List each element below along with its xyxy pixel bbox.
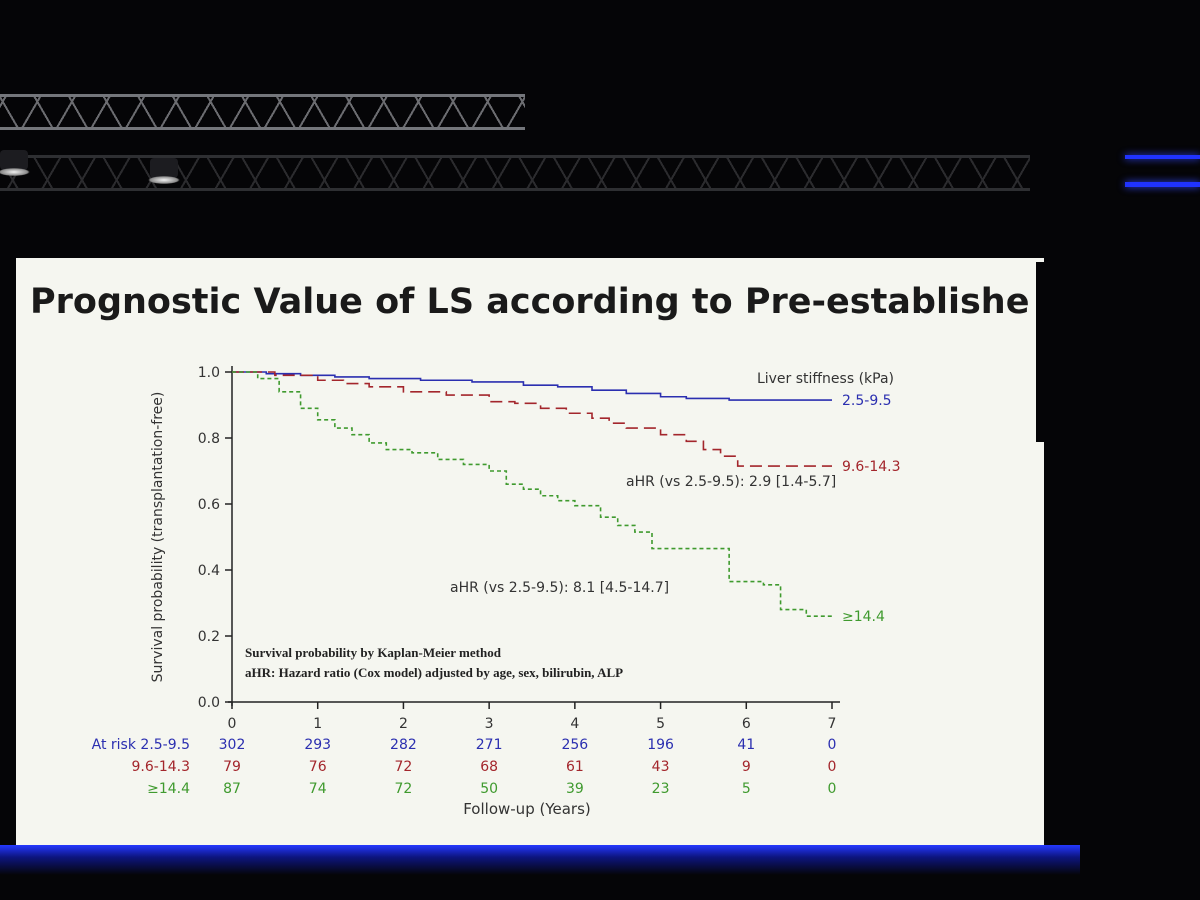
y-tick-label: 0.6 bbox=[198, 497, 220, 513]
stage-light-center bbox=[148, 158, 180, 184]
legend-title: Liver stiffness (kPa) bbox=[757, 371, 894, 387]
at-risk-count: 0 bbox=[828, 781, 837, 797]
x-tick-label: 4 bbox=[570, 716, 579, 732]
screen-edge-shadow bbox=[1036, 262, 1066, 442]
at-risk-count: 87 bbox=[223, 781, 241, 797]
at-risk-count: 5 bbox=[742, 781, 751, 797]
blue-light-right bbox=[1125, 182, 1200, 187]
x-tick-label: 5 bbox=[656, 716, 665, 732]
x-tick-label: 0 bbox=[228, 716, 237, 732]
series-line-3 bbox=[232, 371, 832, 617]
at-risk-row-label: At risk 2.5-9.5 bbox=[92, 737, 190, 753]
x-tick-label: 7 bbox=[828, 716, 837, 732]
x-tick-label: 3 bbox=[485, 716, 494, 732]
at-risk-count: 39 bbox=[566, 781, 584, 797]
slide-title: Prognostic Value of LS according to Pre-… bbox=[30, 282, 1030, 322]
series-line-2 bbox=[232, 371, 832, 467]
footnote-km: Survival probability by Kaplan-Meier met… bbox=[245, 645, 502, 660]
y-axis-label: Survival probability (transplantation-fr… bbox=[150, 392, 166, 683]
at-risk-count: 0 bbox=[828, 737, 837, 753]
at-risk-count: 302 bbox=[219, 737, 246, 753]
at-risk-count: 72 bbox=[395, 781, 413, 797]
at-risk-count: 23 bbox=[652, 781, 670, 797]
at-risk-count: 271 bbox=[476, 737, 503, 753]
y-tick-label: 0.2 bbox=[198, 629, 220, 645]
blue-floor-light bbox=[0, 845, 1080, 875]
stage-light-left bbox=[0, 150, 30, 176]
x-tick-label: 2 bbox=[399, 716, 408, 732]
y-tick-label: 1.0 bbox=[198, 365, 220, 381]
series-end-label: 9.6-14.3 bbox=[842, 459, 901, 475]
at-risk-count: 43 bbox=[652, 759, 670, 775]
series-line-1 bbox=[232, 371, 832, 401]
at-risk-count: 41 bbox=[737, 737, 755, 753]
at-risk-count: 293 bbox=[304, 737, 331, 753]
x-tick-label: 6 bbox=[742, 716, 751, 732]
at-risk-count: 196 bbox=[647, 737, 674, 753]
at-risk-row-label: 9.6-14.3 bbox=[132, 759, 191, 775]
y-tick-label: 0.8 bbox=[198, 431, 220, 447]
at-risk-count: 68 bbox=[480, 759, 498, 775]
at-risk-count: 79 bbox=[223, 759, 241, 775]
at-risk-count: 72 bbox=[395, 759, 413, 775]
at-risk-count: 256 bbox=[561, 737, 588, 753]
projection-screen bbox=[16, 258, 1044, 868]
footnote-ahr: aHR: Hazard ratio (Cox model) adjusted b… bbox=[245, 665, 623, 680]
blue-light-top bbox=[1125, 155, 1200, 159]
at-risk-count: 50 bbox=[480, 781, 498, 797]
at-risk-count: 76 bbox=[309, 759, 327, 775]
annotation-ahr-mid: aHR (vs 2.5-9.5): 2.9 [1.4-5.7] bbox=[626, 474, 836, 490]
at-risk-count: 74 bbox=[309, 781, 327, 797]
series-end-label: ≥14.4 bbox=[842, 609, 885, 625]
y-tick-label: 0.0 bbox=[198, 695, 220, 711]
at-risk-count: 61 bbox=[566, 759, 584, 775]
series-end-label: 2.5-9.5 bbox=[842, 393, 892, 409]
at-risk-row-label: ≥14.4 bbox=[147, 781, 190, 797]
x-tick-label: 1 bbox=[313, 716, 322, 732]
at-risk-count: 0 bbox=[828, 759, 837, 775]
stage-truss-upper bbox=[0, 94, 525, 130]
y-tick-label: 0.4 bbox=[198, 563, 220, 579]
at-risk-count: 282 bbox=[390, 737, 417, 753]
x-axis-label: Follow-up (Years) bbox=[463, 800, 591, 818]
at-risk-count: 9 bbox=[742, 759, 751, 775]
annotation-ahr-high: aHR (vs 2.5-9.5): 8.1 [4.5-14.7] bbox=[450, 580, 669, 596]
